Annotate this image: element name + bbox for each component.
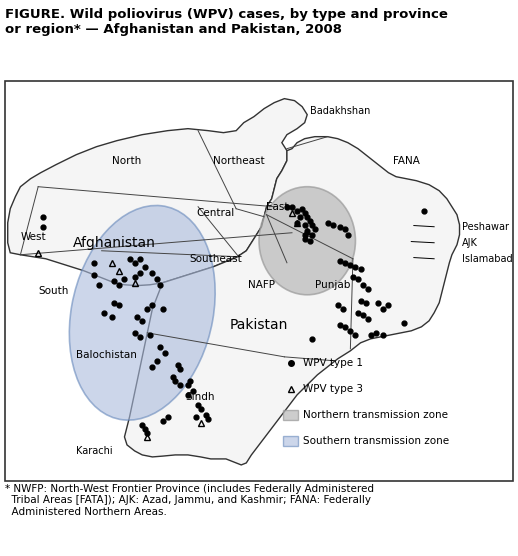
Bar [283,436,297,446]
Polygon shape [8,98,307,286]
Text: Pakistan: Pakistan [230,318,288,332]
Text: FANA: FANA [393,156,420,166]
Text: WPV type 3: WPV type 3 [303,384,363,394]
Text: * NWFP: North-West Frontier Province (includes Federally Administered
  Tribal A: * NWFP: North-West Frontier Province (in… [5,484,374,517]
Text: NAFP: NAFP [248,280,275,290]
Polygon shape [124,137,459,465]
Text: Badakhshan: Badakhshan [310,106,370,116]
Text: West: West [20,232,46,242]
Text: Balochistan: Balochistan [76,350,137,360]
Text: Northeast: Northeast [213,156,265,166]
Text: North: North [112,156,141,166]
Text: Afghanistan: Afghanistan [73,236,156,250]
Text: FIGURE. Wild poliovirus (WPV) cases, by type and province
or region* — Afghanist: FIGURE. Wild poliovirus (WPV) cases, by … [5,8,448,36]
Text: Southeast: Southeast [190,254,242,264]
Text: AJK: AJK [462,238,478,248]
Text: Northern transmission zone: Northern transmission zone [303,410,448,420]
Text: Southern transmission zone: Southern transmission zone [303,436,449,446]
Text: Karachi: Karachi [76,446,112,456]
Ellipse shape [69,206,215,420]
Text: WPV type 1: WPV type 1 [303,358,363,368]
Ellipse shape [259,187,355,295]
Text: Islamabad: Islamabad [462,254,513,264]
Text: Central: Central [197,208,235,218]
Text: Punjab: Punjab [315,280,350,290]
Text: East: East [266,202,288,212]
Text: South: South [38,286,68,296]
Text: Sindh: Sindh [186,392,215,402]
Text: Peshawar: Peshawar [462,222,509,232]
Bar [283,410,297,420]
